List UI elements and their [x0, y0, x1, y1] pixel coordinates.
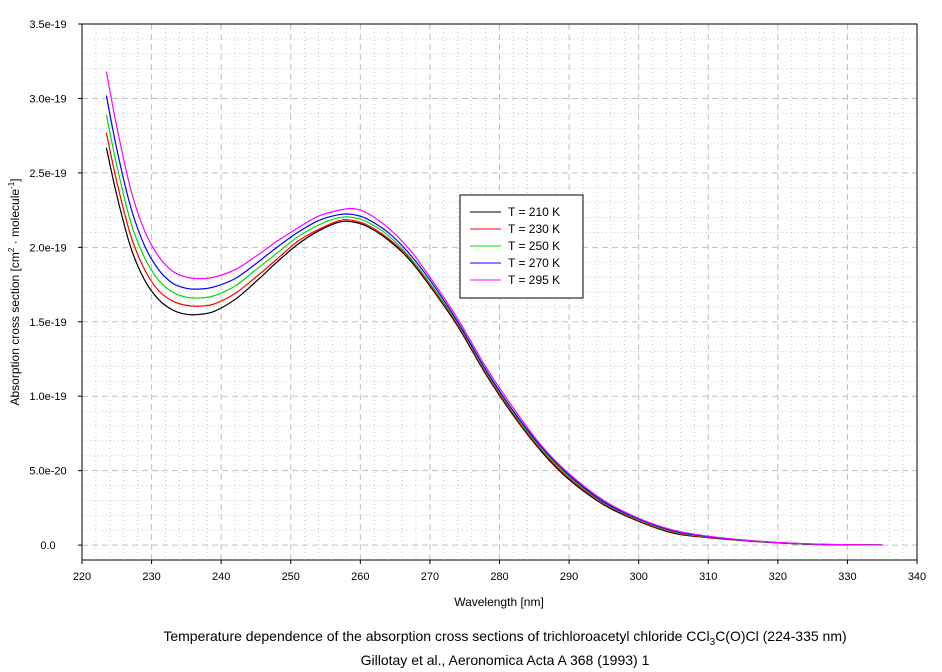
- x-tick-label: 270: [421, 571, 439, 583]
- x-axis-ticks: 220 230 240 250 260 270 280 290 300 310 320 330 340: [73, 560, 926, 583]
- x-tick-label: 250: [282, 571, 300, 583]
- y-tick-label: 3.0e-19: [29, 93, 66, 105]
- x-tick-label: 310: [699, 571, 717, 583]
- legend-label: T = 295 K: [508, 273, 560, 287]
- y-tick-label: 0.0: [40, 540, 55, 552]
- x-tick-label: 260: [351, 571, 369, 583]
- chart-subtitle: Gillotay et al., Aeronomica Acta A 368 (…: [361, 652, 650, 668]
- series-lines: [105, 71, 883, 546]
- x-axis-label: Wavelength [nm]: [454, 595, 544, 609]
- grid: [82, 24, 917, 560]
- x-tick-label: 220: [73, 571, 91, 583]
- x-tick-label: 280: [490, 571, 508, 583]
- x-tick-label: 230: [142, 571, 160, 583]
- y-tick-label: 2.5e-19: [29, 168, 66, 180]
- series-line-250k: [105, 114, 883, 546]
- x-tick-label: 340: [908, 571, 926, 583]
- y-tick-label: 5.0e-20: [29, 466, 66, 478]
- y-axis-label: Absorption cross section [cm2 · molecule…: [7, 178, 22, 405]
- y-axis-ticks: 0.0 5.0e-20 1.0e-19 1.5e-19 2.0e-19 2.5e-19 3.…: [29, 19, 82, 552]
- legend-label: T = 210 K: [508, 205, 560, 219]
- x-tick-label: 240: [212, 571, 230, 583]
- x-tick-label: 330: [838, 571, 856, 583]
- legend-label: T = 250 K: [508, 239, 560, 253]
- x-tick-label: 300: [629, 571, 647, 583]
- legend: T = 210 K T = 230 K T = 250 K T = 270 K T = …: [459, 194, 584, 299]
- legend-label: T = 270 K: [508, 256, 560, 270]
- series-line-295k: [105, 71, 883, 546]
- legend-label: T = 230 K: [508, 222, 560, 236]
- x-tick-label: 320: [769, 571, 787, 583]
- chart-title: Temperature dependence of the absorption…: [163, 628, 846, 648]
- y-tick-label: 2.0e-19: [29, 242, 66, 254]
- y-tick-label: 1.5e-19: [29, 317, 66, 329]
- y-tick-label: 3.5e-19: [29, 19, 66, 31]
- series-line-230k: [105, 132, 883, 546]
- series-line-270k: [105, 95, 883, 546]
- y-tick-label: 1.0e-19: [29, 391, 66, 403]
- x-tick-label: 290: [560, 571, 578, 583]
